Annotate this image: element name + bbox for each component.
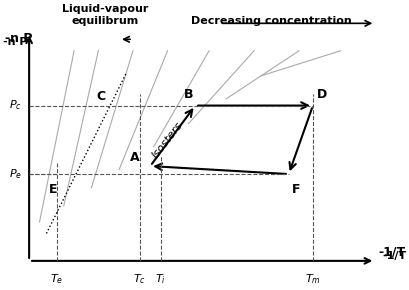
Text: $T_e$: $T_e$ bbox=[50, 272, 63, 286]
Text: F: F bbox=[292, 183, 300, 196]
Text: $P_e$: $P_e$ bbox=[9, 167, 22, 181]
Text: $T_i$: $T_i$ bbox=[155, 272, 166, 286]
Text: $T_c$: $T_c$ bbox=[133, 272, 146, 286]
Text: Isosters: Isosters bbox=[150, 120, 184, 160]
Text: -1/T: -1/T bbox=[381, 251, 405, 261]
Text: -n P: -n P bbox=[3, 37, 27, 47]
Text: C: C bbox=[96, 90, 105, 103]
Text: D: D bbox=[316, 88, 326, 101]
Text: Decreasing concentration: Decreasing concentration bbox=[191, 16, 351, 26]
Text: -n P: -n P bbox=[5, 32, 32, 46]
Text: $T_m$: $T_m$ bbox=[304, 272, 320, 286]
Text: E: E bbox=[49, 183, 57, 196]
Text: $P_c$: $P_c$ bbox=[9, 99, 22, 113]
Text: Liquid-vapour
equilibrum: Liquid-vapour equilibrum bbox=[62, 4, 148, 26]
Text: B: B bbox=[183, 88, 193, 101]
Text: A: A bbox=[130, 151, 139, 164]
Text: -1/T: -1/T bbox=[378, 246, 405, 259]
